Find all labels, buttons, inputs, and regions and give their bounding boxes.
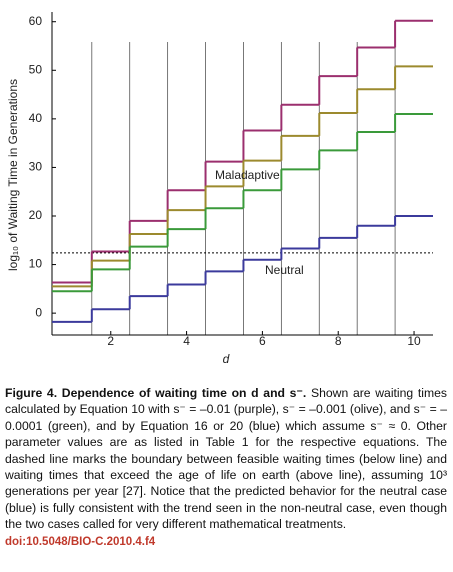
x-tick-label: 8 (335, 334, 342, 348)
doi: doi:10.5048/BIO-C.2010.4.f4 (5, 535, 156, 548)
chart: d log₁₀ of Waiting Time in Generations 0… (6, 12, 433, 366)
y-tick-label: 30 (29, 160, 43, 174)
y-axis-label: log₁₀ of Waiting Time in Generations (6, 79, 20, 271)
x-tick-label: 10 (407, 334, 421, 348)
y-tick-label: 40 (29, 111, 43, 125)
caption-text: Shown are waiting times calculated by Eq… (5, 386, 448, 532)
x-tick-label: 2 (107, 334, 114, 348)
y-tick-label: 10 (29, 257, 43, 271)
x-tick-label: 4 (183, 334, 190, 348)
y-tick-label: 20 (29, 208, 43, 222)
x-tick-label: 6 (259, 334, 266, 348)
caption-label: Figure 4. Dependence of waiting time on … (5, 386, 307, 400)
annotation: Maladaptive (215, 168, 280, 182)
caption: Figure 4. Dependence of waiting time on … (5, 385, 447, 550)
y-tick-label: 50 (29, 62, 43, 76)
y-tick-label: 60 (29, 14, 43, 28)
y-tick-label: 0 (35, 305, 42, 319)
annotation: Neutral (265, 263, 304, 277)
x-axis-label: d (223, 352, 230, 366)
